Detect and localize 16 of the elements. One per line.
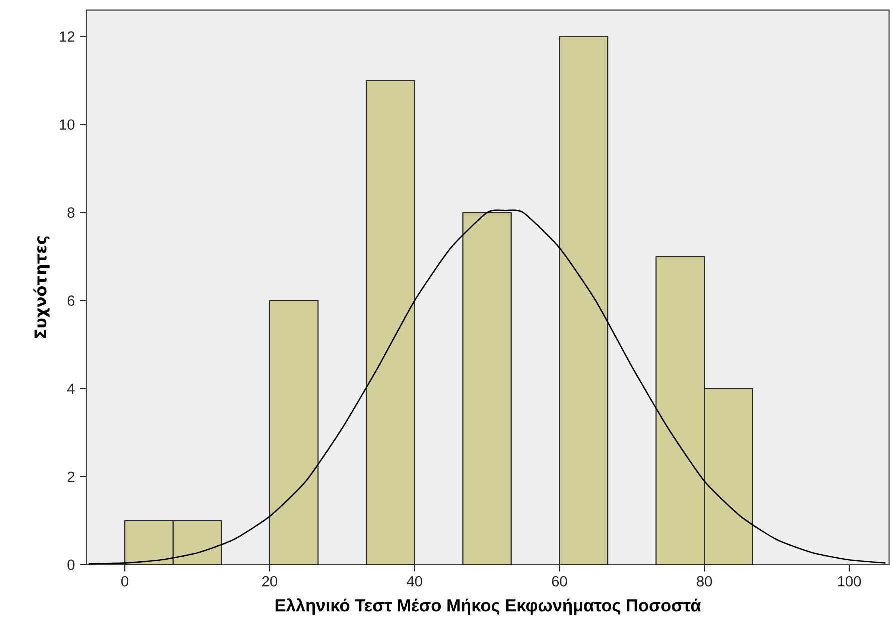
y-tick-label: 0 — [68, 560, 75, 570]
y-tick-label: 10 — [60, 120, 75, 130]
y-tick-label: 4 — [67, 384, 75, 394]
y-tick-label: 8 — [68, 208, 75, 218]
x-tick-label: 80 — [697, 576, 712, 587]
y-tick-label: 6 — [68, 296, 75, 306]
x-axis-title: Ελληνικό Τεστ Μέσο Μήκος Εκφωνήματος Ποσοστά — [276, 598, 702, 616]
y-tick-label: 12 — [60, 32, 75, 42]
x-tick-label: 60 — [552, 576, 568, 587]
x-tick-label: 40 — [407, 576, 422, 587]
x-tick-label: 20 — [262, 576, 278, 587]
line-series — [88, 210, 886, 565]
x-tick-label: 100 — [838, 576, 862, 587]
y-axis-title: Συχνότητες — [34, 236, 50, 338]
x-tick-label: 0 — [122, 576, 129, 587]
y-tick-label: 2 — [68, 472, 75, 482]
